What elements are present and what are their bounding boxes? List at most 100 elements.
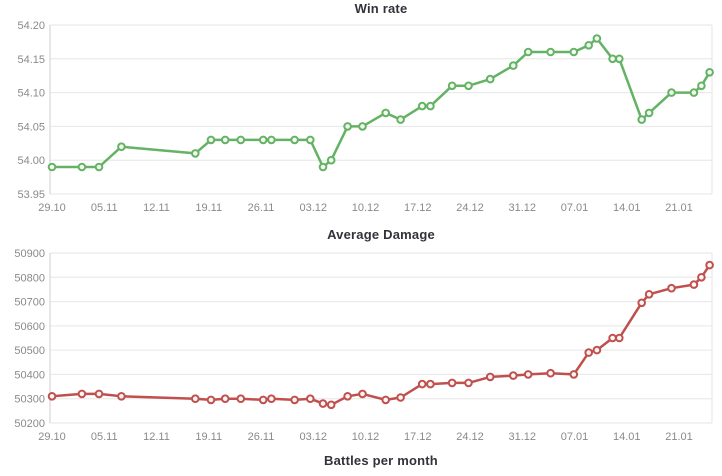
data-point[interactable]: [117, 392, 126, 401]
data-point[interactable]: [697, 81, 706, 91]
y-axis-label: 54.20: [17, 20, 45, 32]
data-point[interactable]: [509, 371, 518, 380]
y-axis-label: 50200: [14, 418, 45, 430]
data-point[interactable]: [417, 379, 427, 389]
win-rate-title: Win rate: [354, 1, 408, 16]
data-point[interactable]: [464, 378, 473, 388]
data-point[interactable]: [236, 135, 246, 145]
data-point[interactable]: [117, 142, 126, 151]
data-point[interactable]: [343, 392, 352, 401]
average-damage-plot: 50900 50800 50700 50600 50500 50400 50300 50200…: [14, 248, 714, 443]
data-point[interactable]: [94, 389, 104, 399]
data-point[interactable]: [592, 34, 602, 43]
x-axis-label: 03.12: [299, 202, 327, 214]
data-point[interactable]: [220, 394, 230, 403]
y-axis-label: 50400: [14, 369, 45, 381]
data-point[interactable]: [584, 41, 594, 50]
data-point[interactable]: [381, 108, 391, 118]
data-point[interactable]: [306, 394, 315, 403]
data-point[interactable]: [191, 149, 200, 158]
data-point[interactable]: [206, 395, 216, 405]
y-axis-label: 50900: [14, 248, 45, 260]
data-point[interactable]: [326, 155, 336, 165]
x-axis-label: 31.12: [508, 202, 536, 214]
data-point[interactable]: [697, 273, 706, 282]
y-axis-label: 50700: [14, 297, 45, 309]
battles-per-month-title: Battles per month: [324, 453, 438, 468]
data-point[interactable]: [667, 283, 676, 293]
data-point[interactable]: [267, 394, 276, 403]
data-point[interactable]: [290, 395, 299, 405]
data-point[interactable]: [206, 135, 216, 145]
y-axis-label: 50500: [14, 345, 45, 357]
x-axis-label: 31.12: [508, 431, 536, 443]
data-point[interactable]: [318, 399, 328, 408]
data-point[interactable]: [689, 280, 699, 289]
data-point[interactable]: [569, 370, 579, 379]
data-point[interactable]: [267, 135, 276, 145]
data-point[interactable]: [236, 394, 246, 403]
data-point[interactable]: [546, 368, 555, 378]
x-axis-label: 10.12: [352, 202, 380, 214]
data-point[interactable]: [523, 370, 533, 379]
data-point[interactable]: [290, 135, 299, 145]
data-point[interactable]: [464, 81, 473, 91]
data-point[interactable]: [592, 345, 602, 355]
data-point[interactable]: [343, 122, 352, 131]
data-point[interactable]: [546, 47, 555, 57]
data-point[interactable]: [615, 333, 624, 343]
data-point[interactable]: [644, 290, 654, 299]
x-axis-label: 21.01: [665, 431, 693, 443]
data-point[interactable]: [47, 392, 57, 401]
data-point[interactable]: [447, 378, 457, 388]
data-point[interactable]: [608, 54, 617, 64]
data-point[interactable]: [381, 395, 391, 405]
data-point[interactable]: [584, 348, 594, 357]
y-axis-label: 54.10: [17, 88, 45, 100]
data-point[interactable]: [417, 101, 427, 111]
data-point[interactable]: [637, 115, 647, 124]
data-point[interactable]: [396, 115, 405, 124]
data-point[interactable]: [667, 88, 676, 97]
data-point[interactable]: [569, 47, 579, 57]
data-point[interactable]: [509, 61, 518, 70]
data-point[interactable]: [220, 135, 230, 145]
data-point[interactable]: [705, 68, 714, 77]
data-point[interactable]: [47, 162, 57, 172]
data-point[interactable]: [258, 135, 268, 145]
data-point[interactable]: [485, 372, 495, 382]
data-point[interactable]: [644, 108, 654, 118]
data-point[interactable]: [615, 54, 624, 64]
data-point[interactable]: [318, 162, 328, 172]
data-point[interactable]: [396, 393, 405, 402]
data-point[interactable]: [306, 135, 315, 145]
data-point[interactable]: [326, 400, 336, 410]
data-point[interactable]: [637, 298, 647, 308]
data-point[interactable]: [608, 333, 617, 343]
data-point[interactable]: [94, 162, 104, 172]
data-point[interactable]: [258, 395, 268, 405]
x-axis-label: 12.11: [143, 431, 170, 443]
data-point[interactable]: [523, 47, 533, 57]
data-point[interactable]: [77, 389, 87, 399]
data-point[interactable]: [191, 394, 200, 403]
data-point[interactable]: [77, 162, 87, 172]
data-point[interactable]: [705, 260, 714, 270]
x-axis-label: 19.11: [195, 431, 222, 443]
y-axis-label: 54.05: [17, 121, 45, 133]
data-point[interactable]: [358, 389, 367, 399]
data-point[interactable]: [426, 379, 435, 389]
x-axis-label: 10.12: [352, 431, 380, 443]
average-damage-title: Average Damage: [327, 227, 435, 242]
x-axis-label: 07.01: [561, 202, 589, 214]
data-point[interactable]: [358, 122, 367, 131]
data-point[interactable]: [426, 101, 435, 111]
y-axis-label: 50800: [14, 272, 45, 284]
x-axis-label: 14.01: [613, 431, 641, 443]
data-point[interactable]: [447, 81, 457, 91]
data-point[interactable]: [485, 74, 495, 84]
y-axis-label: 50300: [14, 394, 45, 406]
data-point[interactable]: [689, 88, 699, 97]
